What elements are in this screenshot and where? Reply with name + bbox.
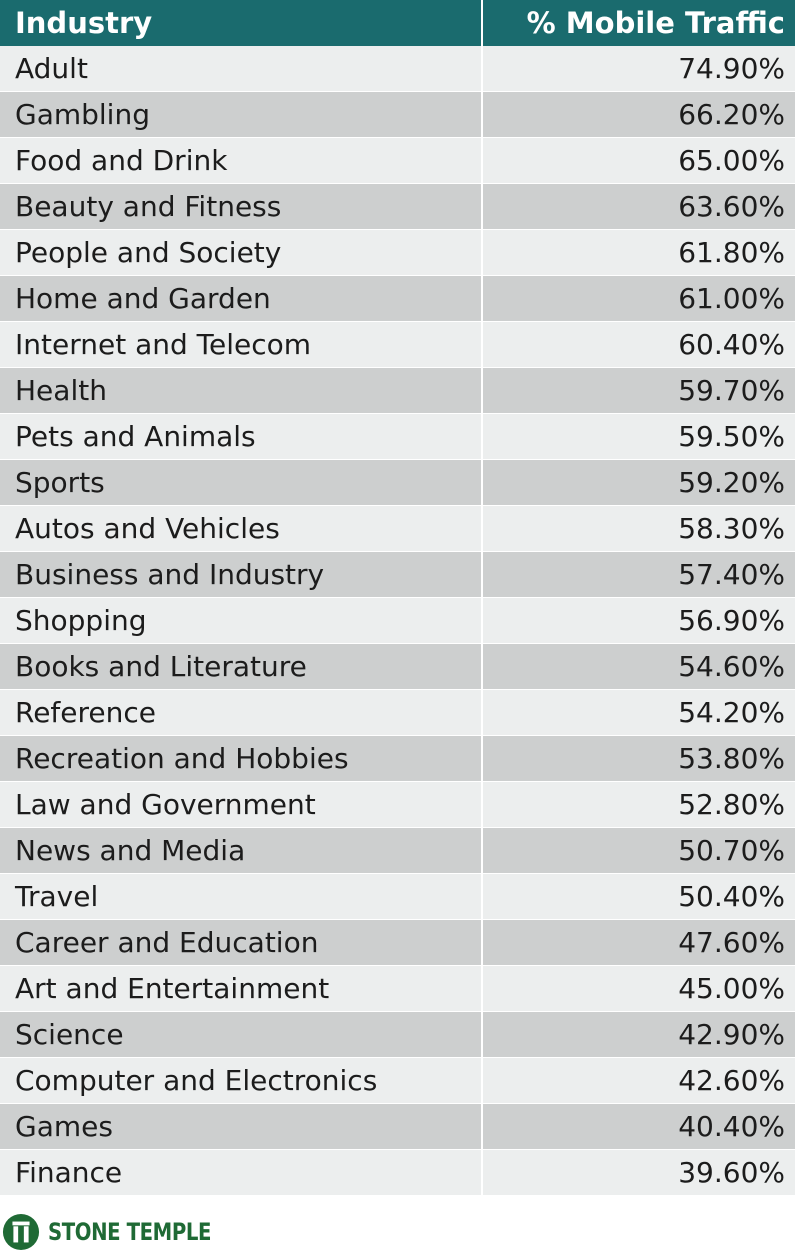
mobile-traffic-cell: 53.80% <box>483 736 795 782</box>
mobile-traffic-cell: 61.00% <box>483 276 795 322</box>
column-header-industry: Industry <box>0 0 483 46</box>
industry-cell: Internet and Telecom <box>0 322 483 368</box>
mobile-traffic-cell: 57.40% <box>483 552 795 598</box>
mobile-traffic-cell: 66.20% <box>483 92 795 138</box>
mobile-traffic-cell: 59.50% <box>483 414 795 460</box>
industry-cell: People and Society <box>0 230 483 276</box>
industry-cell: Art and Entertainment <box>0 966 483 1012</box>
mobile-traffic-cell: 42.90% <box>483 1012 795 1058</box>
mobile-traffic-cell: 65.00% <box>483 138 795 184</box>
table-body: Adult 74.90% Gambling 66.20% Food and Drink 6… <box>0 46 795 1196</box>
table-row: Food and Drink 65.00% <box>0 138 795 184</box>
industry-cell: Food and Drink <box>0 138 483 184</box>
table-row: Sports 59.20% <box>0 460 795 506</box>
table-row: Shopping 56.90% <box>0 598 795 644</box>
industry-cell: Career and Education <box>0 920 483 966</box>
table-row: Law and Government 52.80% <box>0 782 795 828</box>
mobile-traffic-cell: 59.20% <box>483 460 795 506</box>
table-row: Reference 54.20% <box>0 690 795 736</box>
mobile-traffic-cell: 56.90% <box>483 598 795 644</box>
table-row: Science 42.90% <box>0 1012 795 1058</box>
industry-cell: Sports <box>0 460 483 506</box>
table-row: Travel 50.40% <box>0 874 795 920</box>
mobile-traffic-cell: 63.60% <box>483 184 795 230</box>
table-row: Career and Education 47.60% <box>0 920 795 966</box>
column-header-mobile-traffic: % Mobile Traffic <box>483 0 795 46</box>
industry-cell: Health <box>0 368 483 414</box>
mobile-traffic-table-container: Industry % Mobile Traffic Adult 74.90% Gam… <box>0 0 795 1196</box>
industry-cell: Finance <box>0 1150 483 1196</box>
industry-cell: Books and Literature <box>0 644 483 690</box>
table-row: Home and Garden 61.00% <box>0 276 795 322</box>
table-row: Computer and Electronics 42.60% <box>0 1058 795 1104</box>
industry-cell: Beauty and Fitness <box>0 184 483 230</box>
table-row: People and Society 61.80% <box>0 230 795 276</box>
industry-cell: News and Media <box>0 828 483 874</box>
industry-cell: Pets and Animals <box>0 414 483 460</box>
table-row: Gambling 66.20% <box>0 92 795 138</box>
industry-cell: Travel <box>0 874 483 920</box>
mobile-traffic-cell: 39.60% <box>483 1150 795 1196</box>
mobile-traffic-cell: 40.40% <box>483 1104 795 1150</box>
table-row: Art and Entertainment 45.00% <box>0 966 795 1012</box>
industry-cell: Computer and Electronics <box>0 1058 483 1104</box>
industry-cell: Adult <box>0 46 483 92</box>
industry-cell: Autos and Vehicles <box>0 506 483 552</box>
industry-cell: Reference <box>0 690 483 736</box>
industry-cell: Law and Government <box>0 782 483 828</box>
logo-text: STONE TEMPLE <box>48 1218 212 1246</box>
industry-cell: Games <box>0 1104 483 1150</box>
stone-temple-logo-icon <box>2 1213 40 1251</box>
mobile-traffic-cell: 74.90% <box>483 46 795 92</box>
mobile-traffic-cell: 54.60% <box>483 644 795 690</box>
mobile-traffic-cell: 60.40% <box>483 322 795 368</box>
mobile-traffic-cell: 58.30% <box>483 506 795 552</box>
industry-cell: Recreation and Hobbies <box>0 736 483 782</box>
mobile-traffic-cell: 50.40% <box>483 874 795 920</box>
mobile-traffic-cell: 47.60% <box>483 920 795 966</box>
industry-cell: Science <box>0 1012 483 1058</box>
mobile-traffic-cell: 59.70% <box>483 368 795 414</box>
table-row: Games 40.40% <box>0 1104 795 1150</box>
table-row: Business and Industry 57.40% <box>0 552 795 598</box>
table-row: Books and Literature 54.60% <box>0 644 795 690</box>
table-row: Beauty and Fitness 63.60% <box>0 184 795 230</box>
table-row: Adult 74.90% <box>0 46 795 92</box>
table-row: Autos and Vehicles 58.30% <box>0 506 795 552</box>
mobile-traffic-cell: 45.00% <box>483 966 795 1012</box>
mobile-traffic-cell: 50.70% <box>483 828 795 874</box>
industry-cell: Home and Garden <box>0 276 483 322</box>
mobile-traffic-table: Industry % Mobile Traffic Adult 74.90% Gam… <box>0 0 795 1196</box>
table-row: Recreation and Hobbies 53.80% <box>0 736 795 782</box>
mobile-traffic-cell: 42.60% <box>483 1058 795 1104</box>
table-row: Pets and Animals 59.50% <box>0 414 795 460</box>
mobile-traffic-cell: 61.80% <box>483 230 795 276</box>
industry-cell: Business and Industry <box>0 552 483 598</box>
mobile-traffic-cell: 54.20% <box>483 690 795 736</box>
table-row: Finance 39.60% <box>0 1150 795 1196</box>
stone-temple-logo: STONE TEMPLE <box>2 1211 247 1253</box>
table-header-row: Industry % Mobile Traffic <box>0 0 795 46</box>
table-row: Internet and Telecom 60.40% <box>0 322 795 368</box>
table-row: News and Media 50.70% <box>0 828 795 874</box>
industry-cell: Shopping <box>0 598 483 644</box>
table-row: Health 59.70% <box>0 368 795 414</box>
mobile-traffic-cell: 52.80% <box>483 782 795 828</box>
industry-cell: Gambling <box>0 92 483 138</box>
